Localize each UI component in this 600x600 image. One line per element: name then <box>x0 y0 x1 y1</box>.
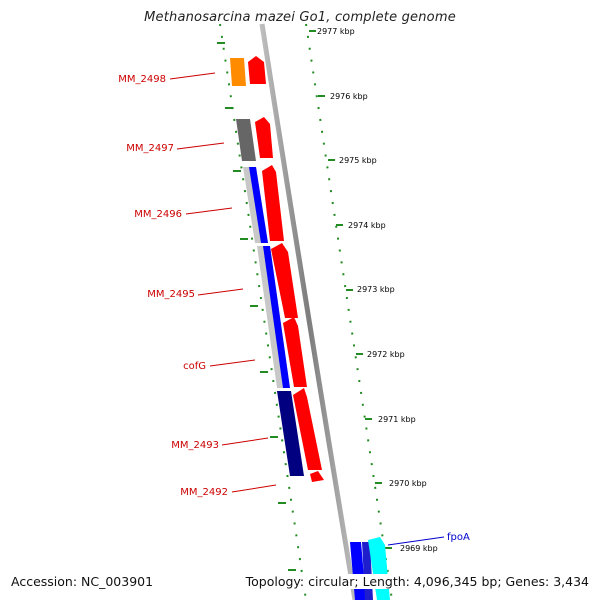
tick-label: 2973 kbp <box>357 285 395 294</box>
gene-label-fpoa[interactable]: fpoA <box>447 532 470 543</box>
gene-block-mm2496[interactable] <box>249 167 268 243</box>
gene-arrow-mm2492[interactable] <box>310 471 324 482</box>
gene-block-mm2498[interactable] <box>230 58 246 86</box>
tick-label: 2976 kbp <box>330 92 368 101</box>
map-title: Methanosarcina mazei Go1, complete genom… <box>144 10 456 25</box>
accession-text: Accession: NC_003901 <box>9 574 156 589</box>
gene-arrow-mm2495[interactable] <box>271 243 298 318</box>
tick-label: 2974 kbp <box>348 221 386 230</box>
gene-label-mm2493[interactable]: MM_2493 <box>171 440 219 451</box>
gene-label-mm2498[interactable]: MM_2498 <box>118 74 166 85</box>
topology-text: Topology: circular; Length: 4,096,345 bp… <box>243 574 591 589</box>
gene-arrow-mm2493[interactable] <box>293 388 322 470</box>
gene-block-mm2493[interactable] <box>277 391 304 476</box>
tick-label: 2975 kbp <box>339 156 377 165</box>
tick-label: 2977 kbp <box>317 27 355 36</box>
gene-arrow-mm2497[interactable] <box>255 117 273 158</box>
ruler-outer-track <box>305 23 393 600</box>
tick-label: 2972 kbp <box>367 350 405 359</box>
gene-label-mm2495[interactable]: MM_2495 <box>147 289 195 300</box>
tick-label: 2970 kbp <box>389 479 427 488</box>
ruler-inner-major-ticks <box>217 42 296 571</box>
label-leader-lines <box>169 72 445 546</box>
gene-label-cofg[interactable]: cofG <box>183 361 206 372</box>
gene-label-mm2497[interactable]: MM_2497 <box>126 143 174 154</box>
gene-arrow-mm2496[interactable] <box>262 165 284 241</box>
gene-label-mm2492[interactable]: MM_2492 <box>180 487 228 498</box>
gene-arrow-mm2498[interactable] <box>248 56 266 84</box>
genome-backbone <box>259 23 358 600</box>
ruler-outer-major-ticks <box>309 30 392 549</box>
tick-label: 2971 kbp <box>378 415 416 424</box>
gene-block-mm2495-cofg[interactable] <box>263 246 290 388</box>
tick-label: 2969 kbp <box>400 544 438 553</box>
ruler-inner-track <box>219 23 307 600</box>
gene-arrow-cofg[interactable] <box>283 317 307 387</box>
gene-block-mm2497[interactable] <box>236 119 256 161</box>
gene-label-mm2496[interactable]: MM_2496 <box>134 209 182 220</box>
